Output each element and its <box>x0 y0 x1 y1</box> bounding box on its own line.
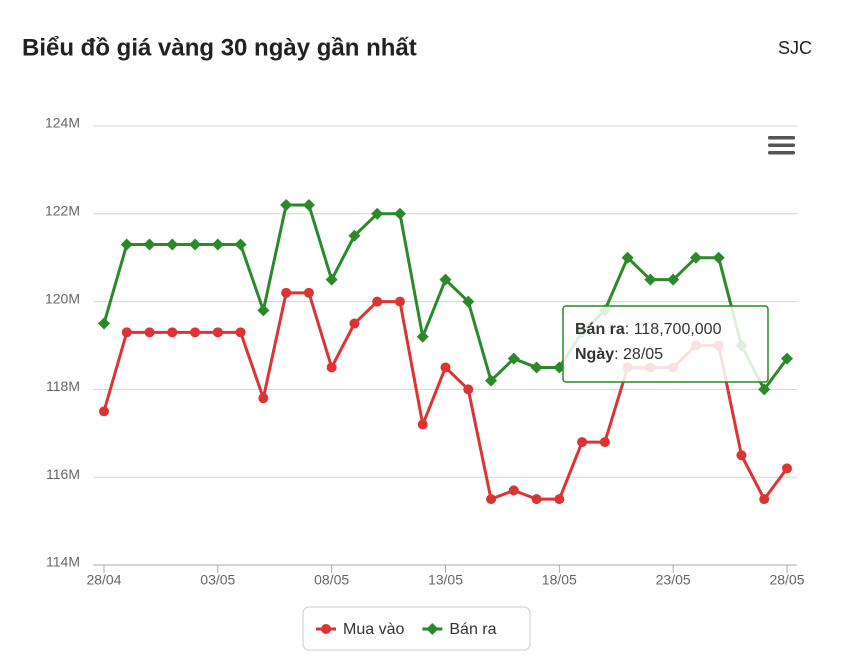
point <box>302 199 315 212</box>
point <box>99 406 109 417</box>
chart-title: Biểu đồ giá vàng 30 ngày gần nhất <box>22 34 417 61</box>
point <box>349 318 360 329</box>
point <box>371 207 384 220</box>
point <box>736 450 747 461</box>
point <box>144 327 155 338</box>
point <box>325 273 338 286</box>
legend-label[interactable]: Bán ra <box>449 621 496 638</box>
point <box>234 238 247 251</box>
y-tick-label: 122M <box>45 203 80 219</box>
point <box>667 273 680 286</box>
y-tick-label: 116M <box>46 466 80 482</box>
point <box>508 485 519 496</box>
x-tick-label: 08/05 <box>314 572 349 588</box>
point <box>394 296 405 307</box>
point <box>507 352 520 365</box>
legend: Mua vào Bán ra <box>316 621 497 638</box>
x-tick-label: 18/05 <box>542 572 577 588</box>
tooltip-line: Ngày: 28/05 <box>575 346 663 363</box>
point <box>440 362 451 373</box>
point <box>577 437 588 448</box>
point <box>531 494 542 505</box>
legend-box <box>302 606 531 651</box>
point <box>439 273 452 286</box>
point <box>321 624 331 634</box>
point <box>143 238 156 251</box>
point <box>554 494 565 505</box>
tooltip-date-label: Ngày <box>575 346 614 363</box>
menu-bar <box>768 136 795 140</box>
point <box>372 296 383 307</box>
point <box>326 362 337 373</box>
point <box>190 327 201 338</box>
tooltip: Bán ra: 118,700,000 Ngày: 28/05 <box>562 305 769 383</box>
tooltip-series: Bán ra <box>575 321 625 338</box>
point <box>644 273 657 286</box>
x-tick-label: 23/05 <box>656 572 691 588</box>
point <box>462 295 475 308</box>
point <box>235 327 246 338</box>
point <box>303 287 314 298</box>
point <box>689 251 702 264</box>
menu-bar <box>768 143 795 147</box>
point <box>463 384 474 395</box>
point <box>485 374 498 387</box>
point <box>426 623 439 635</box>
y-tick-label: 114M <box>46 554 80 570</box>
point <box>258 393 269 404</box>
y-tick-label: 118M <box>46 378 80 394</box>
point <box>167 327 178 338</box>
point <box>417 419 428 430</box>
point <box>486 494 497 505</box>
legend-label[interactable]: Mua vào <box>343 621 404 638</box>
point <box>758 383 771 396</box>
point <box>530 361 543 374</box>
point <box>599 437 610 448</box>
point <box>348 229 361 242</box>
point <box>212 327 223 338</box>
point <box>280 199 293 212</box>
point <box>782 463 792 474</box>
x-tick-label: 03/05 <box>200 572 235 588</box>
y-tick-label: 120M <box>45 290 80 306</box>
point <box>712 251 725 264</box>
point <box>211 238 224 251</box>
point <box>621 251 634 264</box>
point <box>257 304 270 317</box>
tooltip-box <box>562 305 769 383</box>
point <box>781 352 793 365</box>
x-tick-label: 28/05 <box>769 572 804 588</box>
point <box>189 238 202 251</box>
point <box>121 327 132 338</box>
x-tick-label: 28/04 <box>86 572 121 588</box>
point <box>166 238 179 251</box>
tooltip-date: 28/05 <box>623 346 663 363</box>
tooltip-line: Bán ra: 118,700,000 <box>575 321 722 338</box>
x-tick-label: 13/05 <box>428 572 463 588</box>
point <box>120 238 133 251</box>
point <box>416 330 429 343</box>
point <box>281 287 292 298</box>
y-tick-label: 124M <box>45 115 80 131</box>
point <box>98 317 110 330</box>
chart-subtitle: SJC <box>778 38 812 58</box>
grid: 114M 116M 118M 120M 122M 124M 28/04 03/05 08/05 1… <box>45 115 805 588</box>
tooltip-value: 118,700,000 <box>634 321 722 338</box>
point <box>759 494 770 505</box>
point <box>393 207 406 220</box>
menu-bar <box>768 151 795 155</box>
menu-icon[interactable] <box>768 136 795 155</box>
